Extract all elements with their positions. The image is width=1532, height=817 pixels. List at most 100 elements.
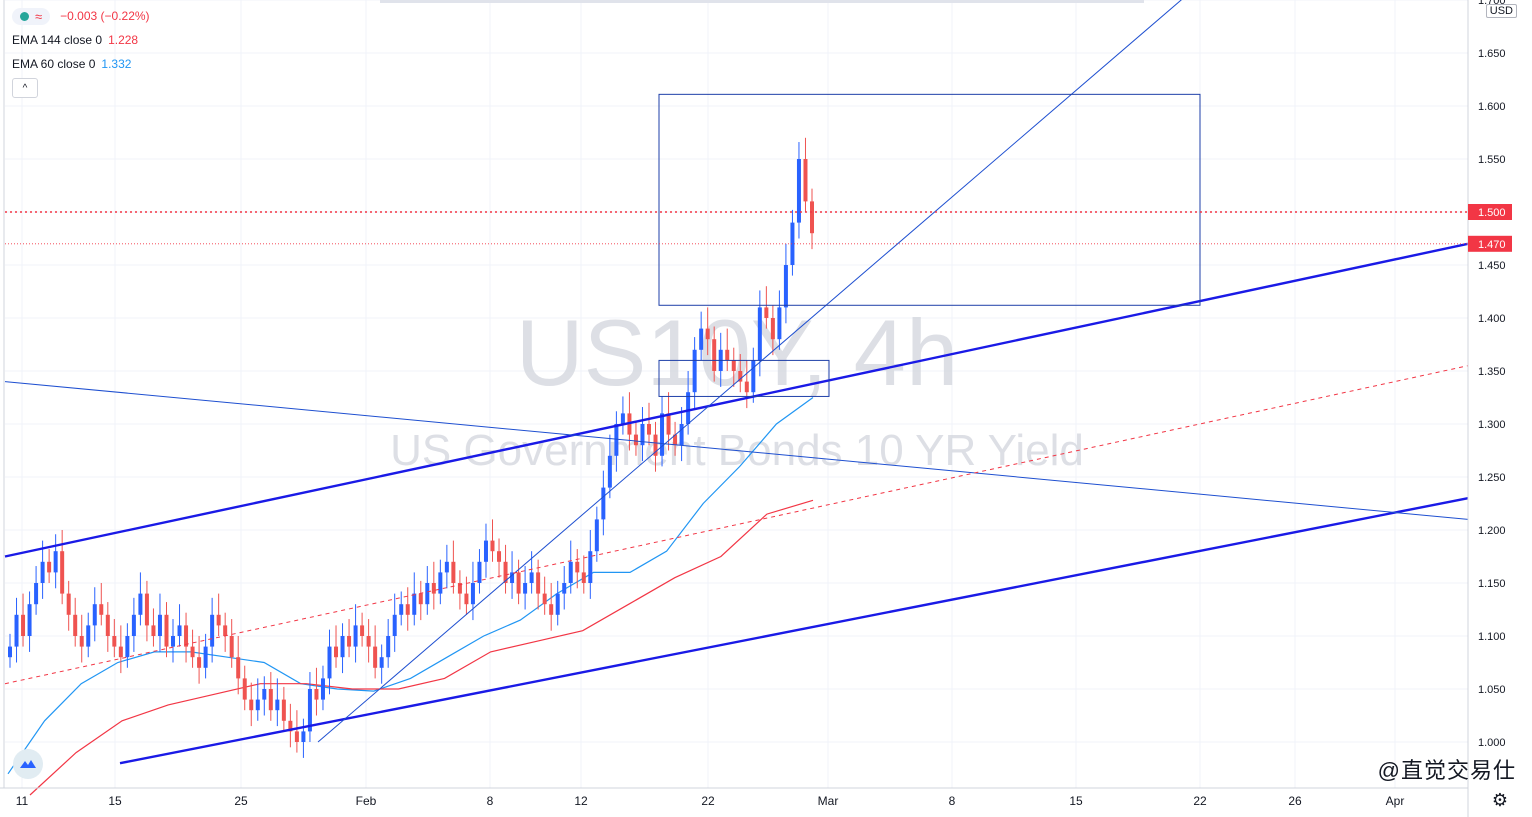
candle [418, 580, 423, 621]
price-label-text: 1.470 [1478, 239, 1506, 251]
brand-watermark: @直觉交易仕 [1377, 758, 1516, 783]
candle-body [470, 583, 475, 605]
gear-icon[interactable]: ⚙ [1491, 790, 1508, 810]
candle [477, 549, 482, 594]
watermark-symbol: US10Y, 4h [516, 300, 959, 405]
candle-body [725, 349, 730, 361]
x-tick-label: 26 [1288, 794, 1302, 808]
candle-body [327, 646, 332, 679]
ema144-line [29, 499, 814, 796]
candle [803, 137, 808, 212]
candle-body [301, 731, 306, 742]
candle-body [744, 381, 749, 393]
candle [327, 629, 332, 695]
candle-body [268, 689, 273, 711]
candle-body [347, 636, 352, 647]
candle-body [307, 689, 312, 732]
y-tick-label: 1.000 [1478, 737, 1506, 749]
candle [620, 396, 625, 435]
x-tick-label: 22 [701, 794, 715, 808]
candle-body [334, 646, 339, 658]
candle-body [588, 551, 593, 583]
candle-body [151, 625, 156, 636]
candle [373, 625, 378, 679]
candle [705, 307, 710, 356]
candle [457, 570, 462, 610]
rectangle-zone [658, 359, 830, 397]
candle [47, 549, 52, 583]
candle-body [686, 392, 691, 424]
y-tick-label: 1.650 [1478, 48, 1506, 60]
ema60-legend[interactable]: EMA 60 close 0 1.332 [12, 57, 132, 71]
candle [503, 544, 508, 594]
candle-body [288, 720, 293, 732]
candle-body [510, 572, 515, 583]
candle-body [751, 360, 756, 393]
candle [568, 540, 573, 594]
candle-body [255, 699, 260, 711]
candle-body [379, 657, 384, 668]
candle [164, 602, 169, 658]
candle [731, 347, 736, 387]
status-pill[interactable]: ≈ [12, 7, 51, 25]
candle-body [412, 593, 417, 615]
x-tick-label: 22 [1193, 794, 1207, 808]
candle [151, 608, 156, 647]
candle [640, 407, 645, 462]
candle [451, 540, 456, 594]
candle-body [112, 636, 117, 647]
candle [347, 619, 352, 658]
candle [197, 636, 202, 684]
candle [470, 561, 475, 621]
candle-body [568, 561, 573, 583]
price-label-box [1468, 204, 1512, 220]
ema60-line [7, 397, 814, 775]
candles [8, 137, 814, 758]
tradingview-logo[interactable] [13, 749, 43, 779]
candle [810, 188, 814, 250]
candle [255, 678, 260, 721]
candle-body [699, 328, 704, 350]
trendline-heavy [119, 497, 1469, 765]
candle-body [555, 593, 560, 615]
candle [660, 396, 665, 467]
x-tick-label: 8 [949, 794, 956, 808]
candle [216, 593, 221, 636]
candle [575, 549, 580, 589]
candle [497, 538, 502, 578]
ema144-legend[interactable]: EMA 144 close 0 1.228 [12, 33, 139, 47]
candle [633, 421, 638, 456]
candle-body [229, 636, 234, 658]
candle [92, 587, 97, 642]
candle-body [249, 699, 254, 711]
candle-body [366, 636, 371, 647]
candle [229, 619, 234, 668]
drawings [4, 0, 1469, 765]
candle [438, 559, 443, 605]
candle-body [399, 604, 404, 615]
candle-body [575, 561, 580, 573]
candle-body [477, 561, 482, 583]
candle-body [386, 636, 391, 658]
candle [783, 243, 788, 324]
candle-body [210, 614, 215, 647]
candle-body [360, 625, 365, 636]
candle-body [392, 614, 397, 636]
candle [8, 633, 12, 668]
currency-badge[interactable]: USD [1485, 4, 1517, 18]
candle [249, 682, 254, 727]
y-tick-label: 1.300 [1478, 419, 1506, 431]
candle [607, 434, 612, 499]
cloud-icon [20, 760, 36, 768]
y-tick-label: 1.100 [1478, 631, 1506, 643]
chart-grid [5, 0, 1468, 788]
candle [366, 619, 371, 663]
candle [483, 523, 488, 578]
candle [210, 597, 215, 663]
price-label-box [1468, 235, 1512, 252]
legend: ≈ −0.003 (−0.22%) EMA 144 close 0 1.228 … [12, 4, 150, 98]
collapse-legend-button[interactable]: ^ [12, 78, 38, 98]
candle-body [418, 593, 423, 605]
rectangle-zone [658, 93, 1201, 306]
